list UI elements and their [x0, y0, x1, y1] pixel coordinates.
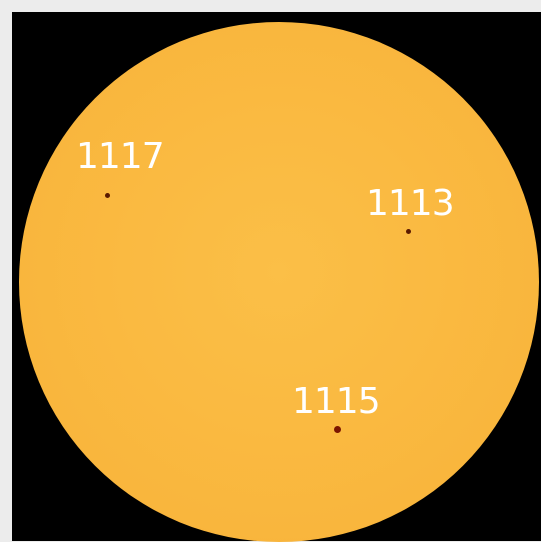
sunspot-1113 [406, 229, 411, 234]
sunspot-1117 [105, 193, 110, 198]
region-label-1117: 1117 [76, 136, 165, 177]
region-label-1115: 1115 [292, 381, 381, 422]
sunspot-1115 [334, 426, 341, 433]
sun-disk [19, 22, 539, 542]
region-label-1113: 1113 [366, 183, 455, 224]
